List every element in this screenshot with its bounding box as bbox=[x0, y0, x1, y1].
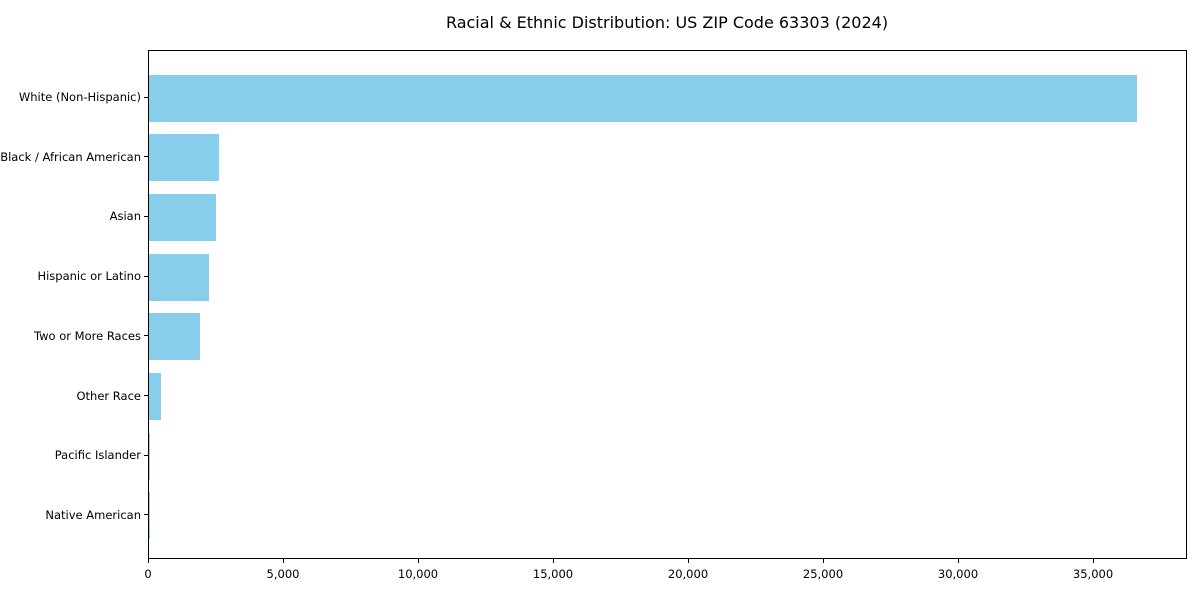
y-tick-label: Other Race bbox=[76, 388, 142, 403]
y-tick-mark bbox=[144, 215, 148, 217]
bar-pacific-islander bbox=[149, 432, 151, 480]
x-tick-mark bbox=[822, 559, 824, 563]
y-tick-label: Two or More Races bbox=[34, 328, 141, 343]
x-tick-mark bbox=[957, 559, 959, 563]
x-tick-mark bbox=[282, 559, 284, 563]
y-tick-label: White (Non-Hispanic) bbox=[18, 90, 141, 104]
bar-other-race bbox=[149, 373, 161, 420]
bar-asian bbox=[149, 193, 216, 241]
y-tick-label: Native American bbox=[45, 507, 141, 522]
y-tick-label: Asian bbox=[109, 209, 141, 224]
y-tick-mark bbox=[144, 96, 148, 98]
y-tick-mark bbox=[144, 454, 148, 456]
chart-title: Racial & Ethnic Distribution: US ZIP Cod… bbox=[445, 13, 889, 32]
y-tick-mark bbox=[144, 395, 148, 396]
x-tick-mark bbox=[147, 559, 149, 563]
y-tick-label: Hispanic or Latino bbox=[37, 269, 141, 284]
x-tick-label: 15,000 bbox=[532, 567, 574, 581]
y-tick-mark bbox=[144, 156, 148, 158]
x-tick-label: 5,000 bbox=[266, 567, 300, 581]
bar-white-non-hispanic bbox=[149, 74, 1138, 122]
x-tick-label: 30,000 bbox=[937, 567, 979, 581]
y-tick-label: Black / African American bbox=[0, 149, 141, 164]
x-tick-mark bbox=[687, 559, 689, 563]
y-tick-mark bbox=[144, 275, 148, 277]
x-tick-label: 25,000 bbox=[802, 567, 844, 581]
x-tick-label: 0 bbox=[144, 567, 152, 581]
x-tick-mark bbox=[1092, 559, 1094, 563]
bar-two-or-more-races bbox=[149, 313, 200, 361]
bar-black-african-american bbox=[149, 134, 220, 182]
x-tick-mark bbox=[417, 559, 419, 563]
plot-area bbox=[148, 50, 1187, 559]
bar-hispanic-or-latino bbox=[149, 253, 209, 301]
x-tick-mark bbox=[552, 559, 554, 563]
x-tick-label: 35,000 bbox=[1072, 567, 1114, 581]
x-tick-label: 20,000 bbox=[667, 567, 709, 581]
y-tick-mark bbox=[144, 514, 148, 516]
y-tick-label: Pacific Islander bbox=[54, 448, 141, 463]
y-tick-mark bbox=[144, 335, 148, 337]
x-tick-label: 10,000 bbox=[397, 567, 439, 581]
